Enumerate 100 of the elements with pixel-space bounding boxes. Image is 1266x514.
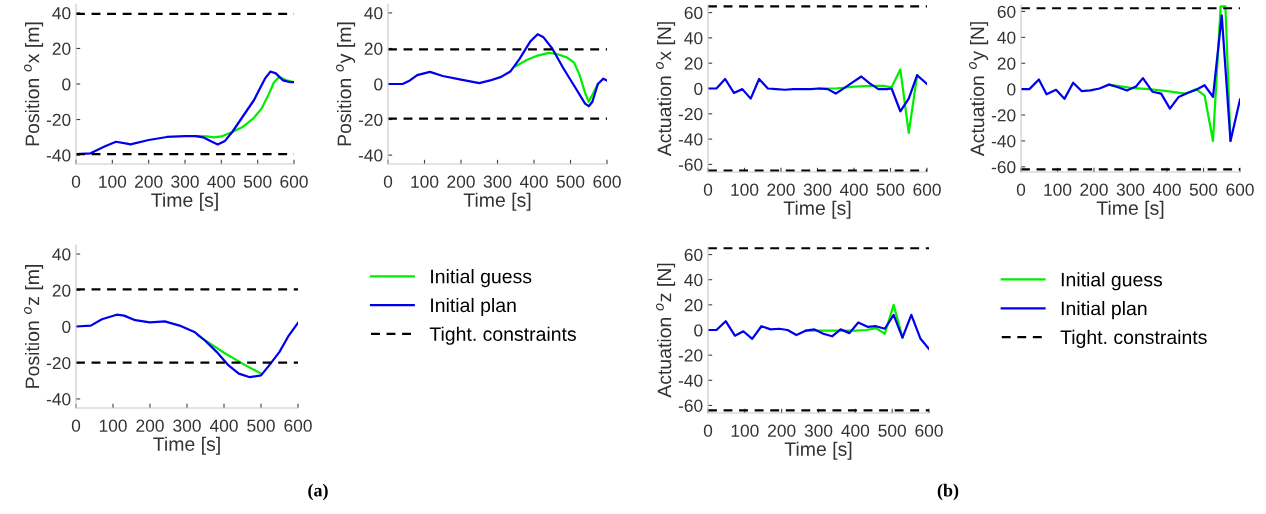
x-tick-label: 0	[703, 424, 713, 437]
y-tick-label: 40	[52, 7, 71, 20]
y-tick-label: 40	[364, 7, 383, 20]
x-tick-label: 300	[1116, 183, 1145, 196]
x-tick-label: 200	[136, 419, 164, 432]
y-tick-label: -40	[46, 149, 71, 162]
line-series	[76, 313, 298, 379]
y-axis-title: Position $^{o}$x [m]	[24, 22, 44, 146]
y-tick-label: 20	[364, 42, 383, 55]
y-tick-label: 0	[62, 78, 71, 91]
y-tick-label: -60	[678, 399, 703, 412]
x-axis-title: Time [s]	[153, 436, 220, 455]
y-tick-label: 0	[374, 78, 383, 91]
x-tick-label: 600	[280, 175, 308, 188]
y-tick-label: 60	[684, 248, 703, 262]
line-series	[388, 33, 607, 108]
x-tick-label: 0	[383, 175, 393, 188]
line-series	[1107, 5, 1232, 143]
y-axis-title: Actuation $^{o}$z [N]	[656, 263, 676, 398]
x-tick-label: 400	[519, 175, 548, 188]
x-tick-label: 400	[209, 419, 238, 432]
line-series	[514, 51, 599, 103]
x-tick-label: 500	[243, 175, 272, 188]
y-tick-label: 40	[684, 32, 703, 45]
y-tick-label: 20	[684, 299, 703, 312]
y-axis-title: Position $^{o}$y [m]	[336, 22, 356, 146]
x-tick-label: 200	[767, 183, 795, 196]
y-tick-label: 20	[684, 57, 703, 70]
y-tick-label: 60	[997, 5, 1016, 18]
y-axis-title: Actuation $^{o}$y [N]	[969, 22, 989, 157]
y-tick-label: -20	[678, 349, 703, 362]
legend-label: Initial guess	[1061, 272, 1163, 291]
y-axis-title: Position $^{o}$z [m]	[24, 265, 44, 388]
legend-label: Initial guess	[431, 269, 532, 288]
x-tick-label: 600	[915, 424, 943, 437]
legend-label: Initial plan	[431, 297, 516, 316]
y-tick-label: 0	[62, 320, 71, 333]
x-tick-label: 100	[99, 419, 127, 432]
y-tick-label: -20	[46, 113, 71, 127]
y-tick-label: -40	[678, 374, 703, 387]
x-tick-label: 600	[913, 183, 941, 196]
y-axis-title: Actuation $^{o}$x [N]	[656, 22, 676, 157]
legend-label: Tight. constraints	[1060, 329, 1207, 348]
x-tick-label: 400	[841, 424, 870, 437]
legend-label: Initial plan	[1061, 301, 1147, 320]
x-tick-label: 200	[768, 424, 796, 437]
x-tick-label: 500	[1189, 183, 1218, 196]
x-tick-label: 400	[839, 183, 868, 196]
y-tick-label: -40	[678, 133, 703, 146]
y-tick-label: -60	[991, 160, 1016, 174]
y-tick-label: -40	[46, 393, 71, 406]
x-tick-label: 500	[556, 175, 585, 188]
x-tick-label: 100	[1044, 183, 1072, 196]
y-tick-label: 40	[684, 273, 703, 287]
x-tick-label: 200	[135, 175, 163, 188]
y-tick-label: -20	[46, 356, 71, 370]
y-tick-label: -20	[678, 107, 703, 121]
x-tick-label: 600	[1226, 183, 1254, 196]
x-tick-label: 0	[71, 175, 81, 188]
line-series	[708, 313, 929, 350]
x-axis-title: Time [s]	[784, 441, 852, 460]
y-tick-label: -60	[678, 158, 703, 171]
y-tick-label: 20	[52, 42, 71, 55]
x-tick-label: 500	[876, 183, 905, 196]
x-tick-label: 600	[284, 419, 312, 432]
x-tick-label: 0	[71, 419, 81, 432]
x-tick-label: 100	[411, 175, 439, 188]
x-axis-title: Time [s]	[1096, 200, 1164, 219]
y-tick-label: 0	[1007, 83, 1016, 96]
x-tick-label: 300	[803, 183, 832, 196]
x-tick-label: 500	[247, 419, 275, 432]
y-tick-label: -40	[991, 135, 1016, 148]
y-tick-label: 20	[997, 57, 1016, 70]
x-tick-label: 100	[731, 424, 759, 437]
y-tick-label: 20	[52, 284, 71, 297]
text: (b)	[937, 483, 959, 501]
x-tick-label: 200	[447, 175, 475, 188]
text: (a)	[308, 483, 328, 501]
y-tick-label: -20	[991, 109, 1016, 122]
x-tick-label: 300	[173, 419, 201, 432]
legend-label: Tight. constraints	[429, 326, 576, 345]
x-tick-label: 0	[1016, 183, 1026, 196]
y-tick-label: -40	[358, 149, 383, 162]
x-axis-title: Time [s]	[783, 200, 851, 219]
x-tick-label: 0	[703, 183, 713, 196]
x-tick-label: 200	[1080, 183, 1108, 196]
line-series	[1021, 14, 1240, 143]
y-tick-label: 60	[684, 6, 703, 20]
line-series	[708, 74, 927, 113]
x-tick-label: 300	[483, 175, 512, 188]
x-tick-label: 500	[878, 424, 906, 437]
y-tick-label: 40	[997, 31, 1016, 44]
y-tick-label: -20	[358, 113, 383, 127]
x-tick-label: 300	[171, 175, 199, 188]
y-tick-label: 0	[694, 324, 703, 337]
x-tick-label: 100	[731, 183, 759, 196]
y-tick-label: 40	[52, 248, 71, 261]
x-tick-label: 100	[99, 175, 127, 188]
x-tick-label: 300	[804, 424, 833, 437]
x-axis-title: Time [s]	[463, 192, 531, 211]
